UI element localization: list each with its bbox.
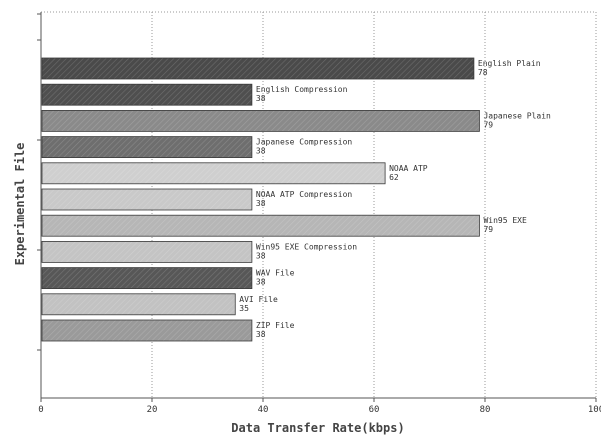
bar-value-label: 35 (239, 304, 249, 313)
bar-6 (41, 188, 253, 211)
bar-value-label: 79 (483, 120, 493, 129)
bar-category-label: English Compression (256, 85, 348, 94)
x-tick-label: 100 (588, 405, 601, 415)
bar-category-label: NOAA ATP Compression (256, 190, 353, 199)
bar-5 (41, 162, 386, 185)
bar-4 (41, 136, 253, 159)
x-tick-label: 20 (147, 405, 158, 415)
bar-category-label: AVI File (239, 295, 278, 304)
x-tick-label: 40 (258, 405, 269, 415)
bar-value-label: 78 (478, 68, 488, 77)
bar-value-label: 62 (389, 173, 399, 182)
bar-10 (41, 293, 236, 316)
bar-7 (41, 214, 480, 237)
bar-category-label: WAV File (256, 269, 295, 278)
x-tick-label: 0 (38, 405, 43, 415)
bar-category-label: English Plain (478, 59, 541, 68)
bar-category-label: ZIP File (256, 321, 295, 330)
bar-value-label: 38 (256, 199, 266, 208)
bar-value-label: 38 (256, 94, 266, 103)
bar-category-label: Japanese Compression (256, 138, 353, 147)
bar-value-label: 38 (256, 251, 266, 260)
bar-3 (41, 110, 480, 132)
bar-1 (41, 57, 475, 80)
bar-category-label: NOAA ATP (389, 164, 428, 173)
x-axis-title: Data Transfer Rate(kbps) (231, 421, 404, 435)
bar-8 (41, 240, 253, 263)
y-axis-title: Experimental File (13, 143, 27, 266)
bar-category-label: Win95 EXE (483, 216, 527, 225)
bar-11 (41, 319, 253, 342)
bar-9 (41, 267, 253, 290)
bar-category-label: Win95 EXE Compression (256, 242, 357, 251)
bars-group (41, 57, 480, 342)
bar-value-label: 38 (256, 278, 266, 287)
bar-2 (41, 83, 253, 106)
x-tick-label: 60 (369, 405, 380, 415)
x-tick-label: 80 (480, 405, 491, 415)
bar-value-label: 38 (256, 330, 266, 339)
bar-value-label: 38 (256, 147, 266, 156)
bar-value-label: 79 (483, 225, 493, 234)
axes-group: 0 20 40 60 80 100 (37, 12, 601, 415)
bar-category-label: Japanese Plain (483, 111, 551, 120)
